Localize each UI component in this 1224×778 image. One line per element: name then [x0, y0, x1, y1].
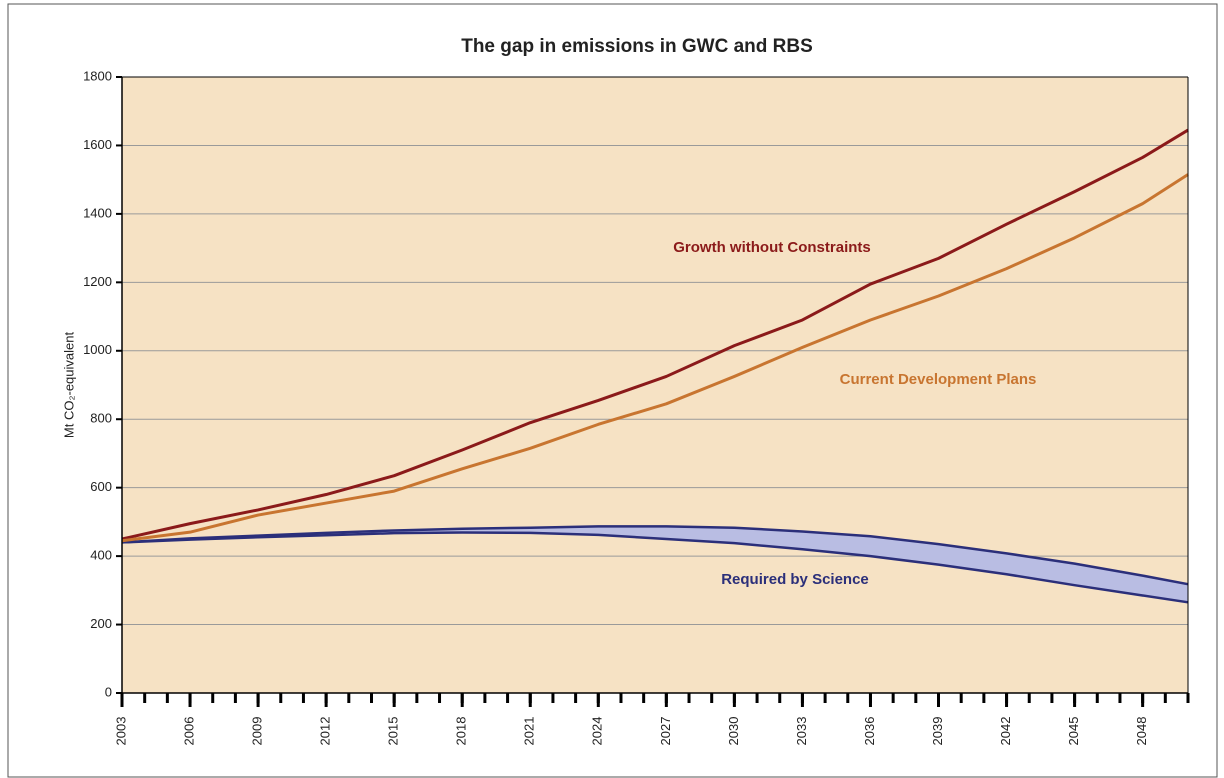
x-tick-label: 2027 [658, 717, 673, 746]
x-tick-label: 2003 [113, 717, 128, 746]
x-tick-label: 2024 [590, 717, 605, 746]
y-tick-label: 800 [90, 411, 112, 426]
band-lower [121, 531, 1189, 604]
y-tick-label: 1600 [83, 137, 112, 152]
band-upper [121, 525, 1189, 586]
y-tick-label: 1800 [83, 68, 112, 83]
y-tick-label: 1200 [83, 274, 112, 289]
y-tick-label: 600 [90, 479, 112, 494]
x-tick-label: 2048 [1134, 717, 1149, 746]
y-axis-label: Mt CO₂-equivalent [61, 332, 76, 439]
x-tick-label: 2018 [454, 717, 469, 746]
series-label: Growth without Constraints [673, 239, 870, 256]
x-tick-label: 2009 [250, 717, 265, 746]
series-line [121, 173, 1189, 543]
series-line [121, 128, 1189, 541]
x-tick-label: 2015 [386, 717, 401, 746]
x-tick-label: 2006 [181, 717, 196, 746]
x-tick-label: 2039 [930, 717, 945, 746]
plot-background [122, 77, 1188, 693]
y-tick-label: 1400 [83, 205, 112, 220]
x-tick-label: 2045 [1066, 717, 1081, 746]
band-area [122, 526, 1188, 603]
y-tick-label: 1000 [83, 342, 112, 357]
x-tick-label: 2036 [862, 717, 877, 746]
chart-title: The gap in emissions in GWC and RBS [461, 36, 813, 57]
x-tick-label: 2030 [726, 717, 741, 746]
x-tick-label: 2042 [998, 717, 1013, 746]
x-tick-label: 2033 [794, 717, 809, 746]
frame [7, 3, 1218, 778]
y-tick-label: 200 [90, 616, 112, 631]
y-tick-label: 0 [105, 684, 112, 699]
x-tick-label: 2021 [522, 717, 537, 746]
series-label: Required by Science [721, 571, 869, 588]
series-label: Current Development Plans [840, 371, 1037, 388]
x-tick-label: 2012 [318, 717, 333, 746]
y-tick-label: 400 [90, 548, 112, 563]
